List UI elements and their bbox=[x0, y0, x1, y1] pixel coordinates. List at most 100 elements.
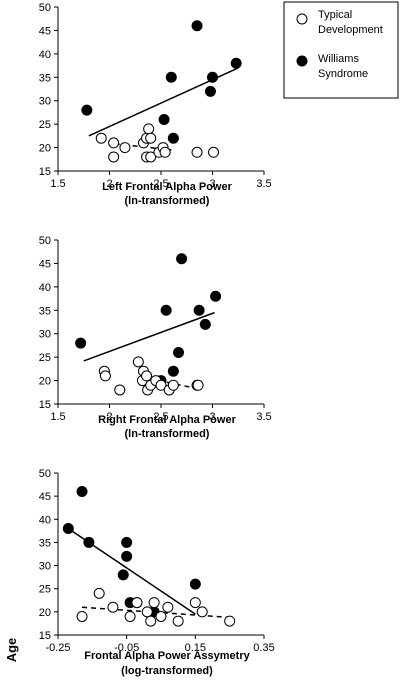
point-typical bbox=[155, 379, 167, 391]
point-typical bbox=[145, 615, 157, 627]
panel-right-frontal: 15 20 25 30 35 40 45 50 1.5 2 2.5 3 3.5 Right Frontal… bbox=[39, 235, 272, 440]
point-typical bbox=[132, 356, 144, 368]
legend-marker-filled bbox=[296, 55, 308, 67]
y-tick-label: 20 bbox=[39, 607, 51, 619]
y-tick-label: 45 bbox=[39, 491, 51, 503]
y-tick-label: 20 bbox=[39, 143, 51, 155]
y-tick-label: 35 bbox=[39, 537, 51, 549]
y-tick-label: 15 bbox=[39, 166, 51, 178]
x-axis-label-line1: Left Frontal Alpha Power bbox=[102, 181, 232, 193]
point-williams bbox=[193, 304, 205, 316]
y-tick-label: 50 bbox=[39, 468, 51, 480]
legend-label-td-line1: Typical bbox=[318, 9, 352, 21]
point-typical bbox=[108, 151, 120, 163]
x-tick-label: 3.5 bbox=[256, 178, 271, 190]
point-typical bbox=[208, 146, 220, 158]
point-typical bbox=[159, 146, 171, 158]
point-williams bbox=[167, 365, 179, 377]
x-tick-label: 2.5 bbox=[153, 178, 168, 190]
point-williams bbox=[210, 290, 222, 302]
point-typical bbox=[196, 606, 208, 618]
point-typical bbox=[93, 587, 105, 599]
point-typical bbox=[76, 610, 88, 622]
point-williams bbox=[230, 57, 242, 69]
point-williams bbox=[81, 104, 93, 116]
x-tick-label: 0.15 bbox=[185, 642, 206, 654]
point-typical bbox=[145, 151, 157, 163]
y-tick-label: 35 bbox=[39, 72, 51, 84]
y-tick-label: 45 bbox=[39, 25, 51, 37]
point-typical bbox=[162, 601, 174, 613]
y-tick-label: 35 bbox=[39, 305, 51, 317]
point-typical bbox=[192, 379, 204, 391]
legend-label-ws-line1: Williams bbox=[318, 53, 359, 65]
legend-marker-open bbox=[296, 13, 308, 25]
point-williams bbox=[204, 85, 216, 97]
point-typical bbox=[107, 601, 119, 613]
panel-asymmetry: 15 20 25 30 35 40 45 50 -0.25 -0.05 0.15 0.35Fronta… bbox=[39, 468, 275, 677]
x-tick-label: 3.5 bbox=[256, 411, 271, 423]
point-williams bbox=[176, 253, 188, 265]
point-williams bbox=[62, 523, 74, 535]
point-typical bbox=[167, 379, 179, 391]
x-axis-label-line1: Right Frontal Alpha Power bbox=[98, 414, 236, 426]
y-tick-label: 40 bbox=[39, 282, 51, 294]
point-typical bbox=[145, 132, 157, 144]
point-williams bbox=[117, 569, 129, 581]
x-tick-label: 2 bbox=[106, 411, 112, 423]
x-tick-label: 2.5 bbox=[153, 411, 168, 423]
point-typical bbox=[119, 142, 131, 154]
x-axis-label-line1: Frontal Alpha Power Assymetry bbox=[84, 650, 250, 662]
point-typical bbox=[131, 597, 143, 609]
y-tick-label: 30 bbox=[39, 329, 51, 341]
y-tick-label: 25 bbox=[39, 584, 51, 596]
y-tick-label: 20 bbox=[39, 376, 51, 388]
y-tick-label: 30 bbox=[39, 561, 51, 573]
y-tick-label: 45 bbox=[39, 258, 51, 270]
point-williams bbox=[121, 550, 133, 562]
point-typical bbox=[95, 132, 107, 144]
point-williams bbox=[76, 486, 88, 498]
y-tick-label: 40 bbox=[39, 514, 51, 526]
point-typical bbox=[114, 384, 126, 396]
point-typical bbox=[141, 606, 153, 618]
point-typical bbox=[108, 137, 120, 149]
x-tick-label: 1.5 bbox=[50, 411, 65, 423]
point-williams bbox=[158, 113, 170, 125]
x-tick-label: 3 bbox=[209, 178, 215, 190]
point-typical bbox=[172, 615, 184, 627]
point-williams bbox=[191, 20, 203, 32]
y-tick-label: 15 bbox=[39, 630, 51, 642]
point-typical bbox=[191, 146, 203, 158]
point-williams bbox=[207, 71, 218, 83]
point-williams bbox=[83, 536, 95, 548]
point-typical bbox=[124, 610, 136, 622]
y-tick-label: 40 bbox=[39, 49, 51, 61]
point-williams bbox=[160, 304, 172, 316]
x-axis-label-line2: (ln-transformed) bbox=[125, 428, 210, 440]
point-williams bbox=[75, 337, 87, 349]
panel-left-frontal: 15 20 25 30 35 40 45 50 1.5 2 2.5 3 3.5 Left Frontal … bbox=[39, 2, 272, 207]
x-tick-label: -0.25 bbox=[45, 642, 70, 654]
point-typical bbox=[143, 123, 155, 135]
y-axis-label: Age bbox=[4, 638, 19, 663]
point-williams bbox=[199, 318, 211, 330]
y-tick-label: 15 bbox=[39, 399, 51, 411]
x-tick-label: -0.05 bbox=[114, 642, 139, 654]
x-tick-label: 0.35 bbox=[253, 642, 274, 654]
point-typical bbox=[155, 610, 167, 622]
point-typical bbox=[141, 370, 153, 382]
point-typical bbox=[224, 615, 236, 627]
x-axis-label-line2: (log-transformed) bbox=[121, 665, 213, 677]
x-tick-label: 2 bbox=[106, 178, 112, 190]
y-tick-label: 30 bbox=[39, 96, 51, 108]
point-williams bbox=[173, 346, 185, 358]
trendline-williams bbox=[83, 311, 215, 362]
y-tick-label: 25 bbox=[39, 352, 51, 364]
x-tick-label: 3 bbox=[209, 411, 215, 423]
y-tick-label: 50 bbox=[39, 2, 51, 14]
y-tick-label: 25 bbox=[39, 119, 51, 131]
point-williams bbox=[165, 71, 177, 83]
point-typical bbox=[99, 370, 111, 382]
